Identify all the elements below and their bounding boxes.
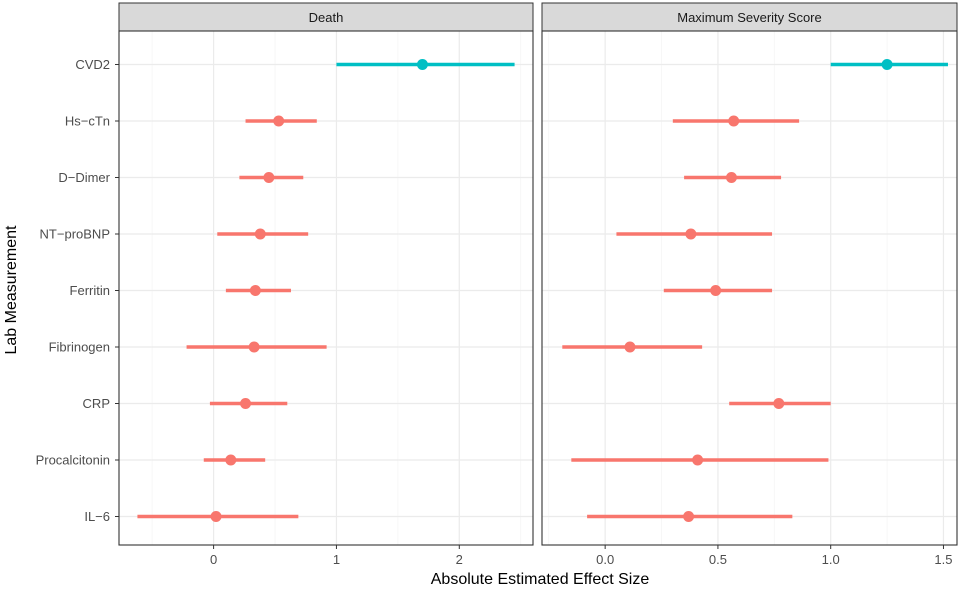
facet-panel: Maximum Severity Score 0.0 0.5 1.0 1.5 bbox=[541, 2, 958, 567]
estimate-point bbox=[725, 172, 737, 183]
x-tick-label: 1.5 bbox=[934, 552, 952, 567]
estimate-point bbox=[240, 398, 252, 409]
facet-strip-label: Maximum Severity Score bbox=[677, 10, 821, 25]
y-tick-label: IL−6 bbox=[84, 509, 110, 524]
estimate-point bbox=[683, 511, 695, 522]
y-axis-tick-labels: CVD2 Hs−cTn D−Dimer NT−proBNP Ferritin Fibrin… bbox=[36, 57, 119, 524]
y-axis-title: Lab Measurement bbox=[3, 225, 20, 355]
estimate-point bbox=[773, 398, 785, 409]
estimate-point bbox=[254, 228, 266, 240]
panel-border bbox=[541, 30, 958, 546]
estimate-point bbox=[881, 59, 893, 70]
estimate-point bbox=[273, 115, 285, 127]
facet-strip-label: Death bbox=[309, 10, 344, 25]
x-tick-label: 0 bbox=[210, 552, 217, 567]
estimate-point bbox=[624, 341, 636, 353]
facet-panel: Death 0 1 2 bbox=[118, 2, 534, 567]
y-tick-label: CRP bbox=[83, 396, 110, 411]
estimate-point bbox=[210, 511, 222, 522]
y-tick-label: Procalcitonin bbox=[36, 453, 110, 468]
estimate-point bbox=[225, 454, 237, 466]
facet-strip bbox=[118, 2, 534, 32]
estimate-point bbox=[248, 341, 260, 353]
plot-background bbox=[542, 31, 957, 545]
y-tick-label: Hs−cTn bbox=[65, 114, 110, 129]
panels: Death 0 1 2 Maximum Severity Score 0.0 0.5 1.0 1… bbox=[118, 2, 958, 567]
y-tick-label: NT−proBNP bbox=[40, 227, 110, 242]
estimate-point bbox=[416, 59, 428, 70]
estimate-point bbox=[710, 285, 722, 296]
x-tick-label: 0.0 bbox=[596, 552, 614, 567]
estimate-point bbox=[249, 285, 261, 296]
estimate-point bbox=[263, 172, 275, 183]
estimate-point bbox=[728, 115, 740, 127]
x-axis-title: Absolute Estimated Effect Size bbox=[431, 571, 650, 588]
x-tick-label: 1 bbox=[333, 552, 340, 567]
panel-border bbox=[118, 30, 534, 546]
x-tick-label: 2 bbox=[456, 552, 463, 567]
x-tick-label: 1.0 bbox=[822, 552, 840, 567]
estimate-point bbox=[685, 228, 697, 240]
plot-background bbox=[119, 31, 533, 545]
y-tick-label: CVD2 bbox=[75, 57, 110, 72]
x-tick-label: 0.5 bbox=[709, 552, 727, 567]
y-tick-label: Ferritin bbox=[70, 283, 110, 298]
y-tick-label: D−Dimer bbox=[58, 170, 110, 185]
y-tick-label: Fibrinogen bbox=[49, 340, 110, 355]
estimate-point bbox=[692, 454, 704, 466]
